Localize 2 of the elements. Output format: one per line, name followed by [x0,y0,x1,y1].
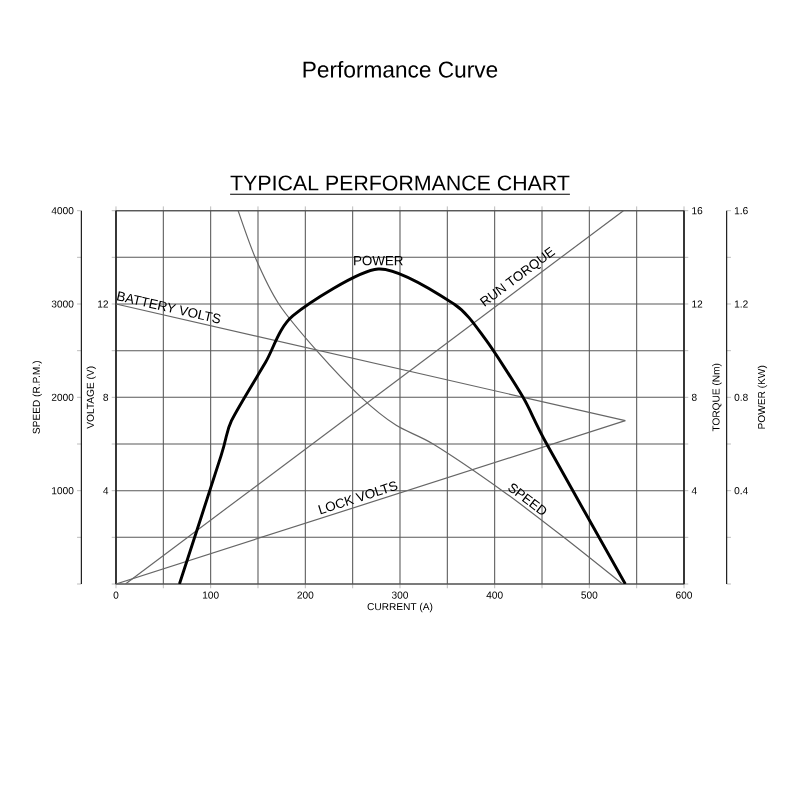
chart-title: Performance Curve [303,61,498,78]
chart-subtitle: TYPICAL PERFORMANCE CHART [230,175,570,191]
